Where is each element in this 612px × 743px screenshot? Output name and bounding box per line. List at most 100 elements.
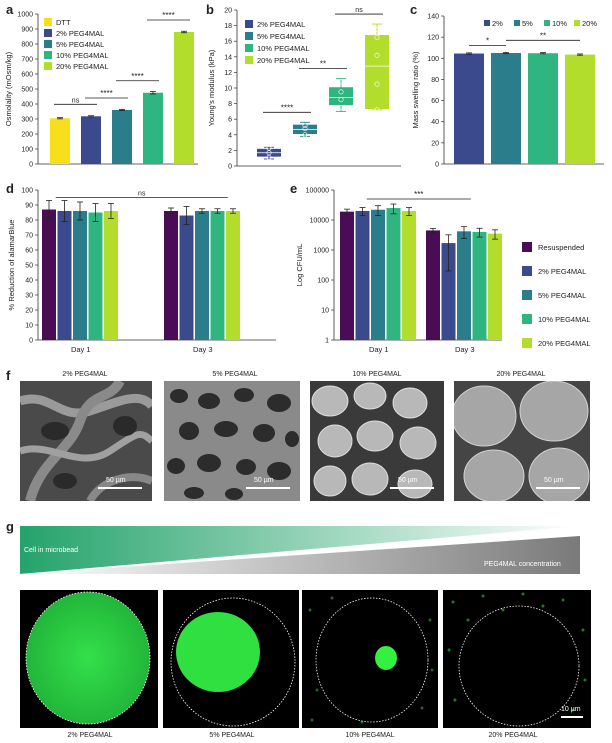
y-tick-label: 100 — [21, 188, 33, 195]
box-point — [302, 126, 308, 132]
bar — [42, 209, 56, 340]
significance-label: *** — [414, 190, 423, 199]
y-tick-label: 1000 — [313, 248, 329, 255]
y-tick-label: 10 — [25, 323, 33, 330]
fluorescence-image-5 — [163, 590, 299, 728]
legend-swatch — [514, 20, 520, 26]
fluorescence-bead-20 — [447, 592, 587, 727]
chart-c-swelling-ratio: 0 20 40 60 80 100 120 140 Mass swelling ratio (%… — [411, 14, 604, 169]
y-tick-label: 900 — [21, 27, 33, 34]
panel-label-g: g — [6, 519, 14, 534]
legend-label: DTT — [56, 18, 71, 27]
green-wedge — [20, 526, 580, 574]
y-tick-label: 4 — [228, 132, 232, 139]
y-tick-label: 70 — [25, 233, 33, 240]
legend-label: 5% PEG4MAL — [257, 32, 305, 41]
panel-label-a: a — [6, 2, 14, 17]
y-tick-label: 0 — [29, 338, 33, 345]
legend-swatch — [245, 56, 253, 64]
legend-label: 20% — [582, 19, 597, 28]
y-tick-label: 8 — [228, 101, 232, 108]
y-tick-label: 120 — [427, 35, 439, 42]
legend-label: 10% PEG4MAL — [538, 315, 591, 324]
y-tick-label: 20 — [431, 140, 439, 147]
bar — [112, 110, 132, 164]
y-tick-label: 0 — [435, 162, 439, 169]
y-tick-label: 30 — [25, 293, 33, 300]
legend-swatch — [544, 20, 550, 26]
bar — [454, 53, 484, 164]
legend-swatch — [245, 20, 253, 28]
legend-swatch — [44, 51, 52, 59]
y-tick-label: 6 — [228, 117, 232, 124]
sem-scale-text-2: 50 µm — [106, 477, 126, 484]
significance-label: **** — [162, 11, 174, 20]
legend-swatch — [522, 314, 532, 324]
y-axis-label: % Reduction of alamarBlue — [7, 220, 16, 311]
x-tick-label: Day 3 — [455, 345, 475, 354]
y-tick-label: 100000 — [306, 188, 329, 195]
fluorescence-caption-10: 10% PEG4MAL — [345, 732, 395, 739]
bar — [179, 215, 194, 340]
bar — [472, 231, 487, 340]
bar — [386, 208, 401, 340]
y-tick-label: 40 — [431, 119, 439, 126]
significance-label: ** — [320, 60, 326, 69]
gray-wedge — [20, 536, 580, 574]
y-tick-label: 0 — [29, 162, 33, 169]
y-tick-label: 18 — [224, 23, 232, 30]
bar — [210, 211, 225, 340]
bar — [355, 210, 370, 340]
legend-label: 5% PEG4MAL — [538, 291, 586, 300]
y-tick-label: 300 — [21, 117, 33, 124]
bar — [195, 211, 209, 340]
legend-label: 10% PEG4MAL — [257, 44, 310, 53]
legend-label: Resuspended — [538, 243, 584, 252]
legend-swatch — [522, 338, 532, 348]
panel-label-f: f — [6, 368, 11, 383]
sem-scale-text-5: 50 µm — [254, 477, 274, 484]
bar — [57, 211, 72, 340]
box-point — [374, 107, 380, 113]
box-point — [374, 81, 380, 87]
y-axis-label: Osmolality (mOsm/kg) — [4, 51, 13, 126]
bar — [88, 212, 103, 340]
fluorescence-caption-20: 20% PEG4MAL — [488, 732, 538, 739]
chart-a-osmolality: 0 100 200 300 400 500 600 700 800 900 1000 Osmolali… — [4, 11, 198, 169]
panel-label-c: c — [410, 2, 418, 17]
legend-swatch — [245, 44, 253, 52]
sem-scalebar-2 — [98, 487, 142, 489]
legend-label: 5% — [522, 19, 533, 28]
bar — [402, 210, 416, 340]
bar — [174, 32, 194, 164]
x-tick-label: Day 1 — [71, 345, 91, 354]
legend-label: 2% PEG4MAL — [538, 267, 586, 276]
box-point — [374, 34, 380, 40]
sem-texture-10 — [310, 381, 444, 501]
legend-label: 20% PEG4MAL — [257, 56, 310, 65]
y-tick-label: 400 — [21, 102, 33, 109]
y-tick-label: 200 — [21, 132, 33, 139]
bar — [340, 211, 354, 340]
legend-label: 10% PEG4MAL — [56, 51, 109, 60]
fluorescence-image-2 — [20, 590, 158, 728]
box — [365, 34, 389, 110]
fluorescence-scalebar — [561, 716, 583, 718]
legend-swatch — [245, 32, 253, 40]
bar — [164, 211, 178, 340]
x-tick-label: Day 3 — [193, 345, 213, 354]
chart-d-alamarblue: 0 10 20 30 40 50 60 70 80 90 100 % Reduction of ala… — [7, 188, 276, 354]
y-tick-label: 800 — [21, 42, 33, 49]
fluorescence-image-10 — [302, 590, 438, 728]
y-tick-label: 100 — [21, 147, 33, 154]
sem-caption-20: 20% PEG4MAL — [496, 371, 546, 378]
bar — [81, 116, 101, 164]
bar — [143, 92, 163, 164]
bar — [457, 231, 471, 340]
legend-label: 20% PEG4MAL — [56, 62, 109, 71]
significance-label: * — [486, 37, 489, 46]
significance-label: **** — [100, 89, 112, 98]
legend-label: 2% — [492, 19, 503, 28]
fluorescence-caption-2: 2% PEG4MAL — [67, 732, 113, 739]
sem-image-2: 50 µm — [20, 381, 152, 501]
